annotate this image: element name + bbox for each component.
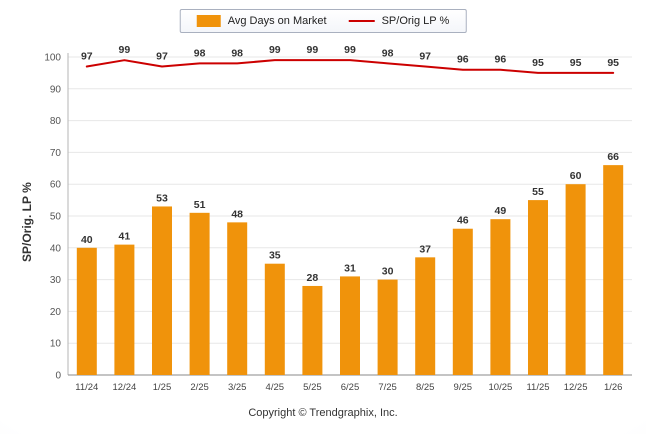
line-value-label: 98 <box>194 47 206 59</box>
bar-value-label: 53 <box>156 192 168 204</box>
x-tick-label: 2/25 <box>190 382 209 393</box>
y-tick-label: 90 <box>50 84 62 95</box>
x-tick-label: 7/25 <box>378 382 397 393</box>
bar-value-label: 30 <box>382 266 394 278</box>
y-tick-label: 50 <box>50 212 62 223</box>
x-tick-label: 12/24 <box>113 382 137 393</box>
line-value-label: 97 <box>81 51 93 63</box>
bar-avg-days <box>452 228 473 375</box>
x-tick-label: 8/25 <box>416 382 435 393</box>
bar-avg-days <box>302 285 323 375</box>
bar-value-label: 51 <box>194 199 206 211</box>
x-tick-label: 9/25 <box>454 382 473 393</box>
bar-avg-days <box>490 219 511 375</box>
bar-value-label: 40 <box>81 234 93 246</box>
x-tick-label: 10/25 <box>489 382 513 393</box>
bar-avg-days <box>603 165 624 375</box>
line-value-label: 96 <box>495 54 507 66</box>
y-tick-label: 80 <box>50 116 62 127</box>
x-tick-label: 12/25 <box>564 382 588 393</box>
bar-value-label: 37 <box>419 243 431 255</box>
bar-avg-days <box>377 279 398 375</box>
x-tick-label: 4/25 <box>266 382 285 393</box>
bar-avg-days <box>340 276 360 375</box>
x-tick-label: 11/24 <box>75 382 98 393</box>
bar-avg-days <box>76 247 97 375</box>
copyright-text: Copyright © Trendgraphix, Inc. <box>248 407 398 419</box>
line-value-label: 95 <box>570 57 582 69</box>
y-tick-label: 60 <box>50 180 62 191</box>
x-tick-label: 1/25 <box>153 382 172 393</box>
bar-value-label: 55 <box>532 186 544 198</box>
y-tick-label: 100 <box>44 53 61 64</box>
bar-avg-days <box>227 222 248 375</box>
bar-avg-days <box>264 263 285 375</box>
bar-avg-days <box>152 206 172 375</box>
y-tick-label: 20 <box>50 307 62 318</box>
line-value-label: 98 <box>231 47 243 59</box>
line-value-label: 95 <box>532 57 544 69</box>
legend-label-avg-days: Avg Days on Market <box>227 15 327 27</box>
x-tick-label: 1/26 <box>604 382 623 393</box>
line-value-label: 97 <box>419 51 431 63</box>
line-series-swatch-icon <box>348 20 375 22</box>
legend-label-sp-orig-lp: SP/Orig LP % <box>381 15 450 27</box>
y-tick-label: 40 <box>50 243 62 254</box>
y-tick-label: 0 <box>55 371 61 382</box>
bar-avg-days <box>114 244 135 375</box>
x-tick-label: 5/25 <box>303 382 322 393</box>
y-tick-label: 30 <box>50 275 62 286</box>
line-value-label: 95 <box>607 57 619 69</box>
bar-value-label: 41 <box>119 231 131 243</box>
legend-item-avg-days: Avg Days on Market <box>196 15 327 27</box>
legend: Avg Days on Market SP/Orig LP % <box>179 9 467 33</box>
line-value-label: 99 <box>269 44 281 56</box>
bar-value-label: 35 <box>269 250 281 262</box>
bar-avg-days <box>528 200 548 375</box>
bar-value-label: 46 <box>457 215 469 227</box>
bar-value-label: 49 <box>495 205 507 217</box>
bar-value-label: 48 <box>231 208 243 220</box>
bar-value-label: 31 <box>344 262 356 274</box>
bar-series-swatch-icon <box>196 15 221 27</box>
bar-avg-days <box>565 184 586 375</box>
x-tick-label: 6/25 <box>341 382 360 393</box>
legend-item-sp-orig-lp: SP/Orig LP % <box>348 15 450 27</box>
x-tick-label: 11/25 <box>526 382 549 393</box>
line-value-label: 99 <box>307 44 319 56</box>
bar-value-label: 60 <box>570 170 582 182</box>
line-value-label: 97 <box>156 51 168 63</box>
line-value-label: 99 <box>344 44 356 56</box>
bar-avg-days <box>415 257 436 375</box>
line-value-label: 99 <box>119 44 131 56</box>
bar-value-label: 28 <box>307 272 319 284</box>
x-tick-label: 3/25 <box>228 382 247 393</box>
y-tick-label: 70 <box>50 148 62 159</box>
line-value-label: 98 <box>382 47 394 59</box>
y-tick-label: 10 <box>50 339 62 350</box>
line-value-label: 96 <box>457 54 469 66</box>
bar-avg-days <box>189 212 210 375</box>
bar-value-label: 66 <box>607 151 619 163</box>
line-sp-orig-lp <box>85 59 615 74</box>
